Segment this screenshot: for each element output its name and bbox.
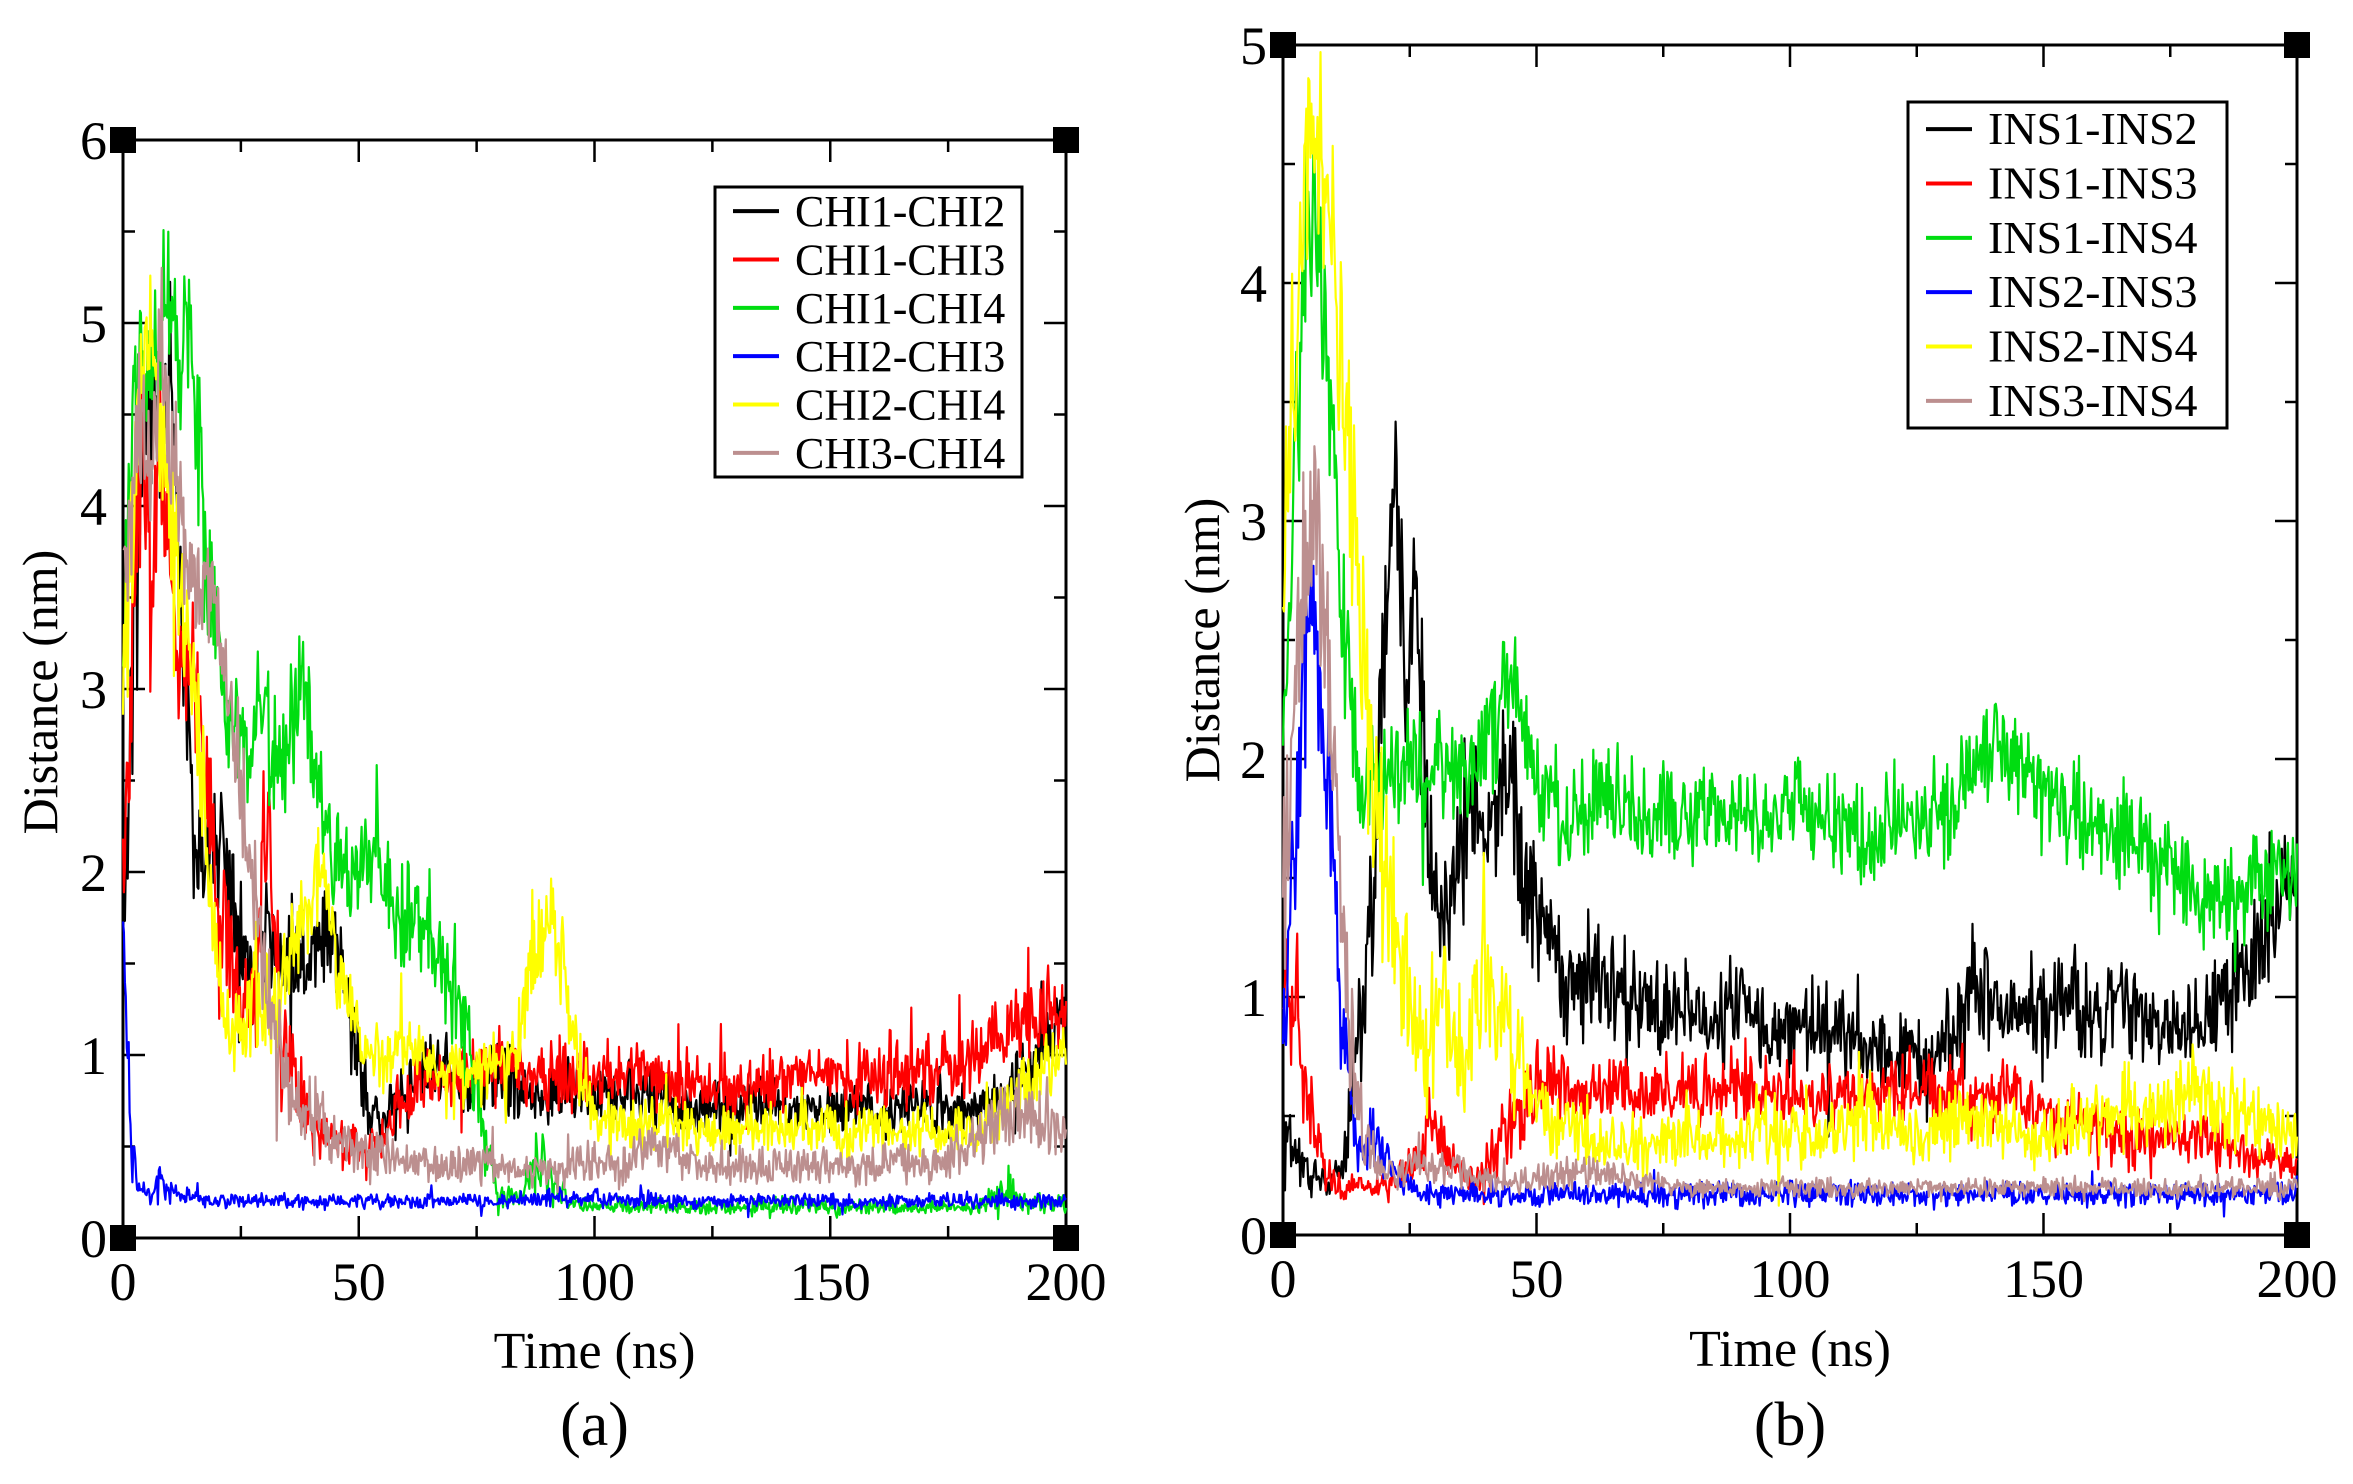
y-tick-label: 4 xyxy=(1240,254,1267,314)
y-tick-label: 4 xyxy=(80,477,107,537)
series-chi1-chi3 xyxy=(121,362,1068,1182)
panel-a-yaxis-label: Distance (nm) xyxy=(12,549,68,835)
panel-b-yaxis-label: Distance (nm) xyxy=(1174,497,1230,783)
panel-a-caption: (a) xyxy=(560,1391,629,1459)
x-tick-label: 150 xyxy=(790,1252,871,1312)
x-tick-label: 0 xyxy=(110,1252,137,1312)
x-tick-label: 200 xyxy=(2257,1249,2338,1309)
legend-label-chi1-chi4: CHI1-CHI4 xyxy=(795,284,1005,333)
panel-a-xaxis-label: Time (ns) xyxy=(493,1323,696,1380)
x-tick-label: 150 xyxy=(2003,1249,2084,1309)
legend-label-chi2-chi3: CHI2-CHI3 xyxy=(795,332,1005,381)
y-tick-label: 0 xyxy=(80,1209,107,1269)
x-tick-label: 50 xyxy=(1510,1249,1564,1309)
series-chi2-chi3 xyxy=(121,921,1067,1219)
corner-marker xyxy=(110,1225,136,1251)
y-tick-label: 2 xyxy=(1240,730,1267,790)
series-ins2-ins4 xyxy=(1281,51,2299,1207)
corner-marker xyxy=(1053,1225,1079,1251)
y-tick-label: 1 xyxy=(1240,968,1267,1028)
legend-label-ins1-ins2: INS1-INS2 xyxy=(1988,103,2198,154)
y-tick-label: 5 xyxy=(1240,16,1267,76)
panel-b-caption: (b) xyxy=(1753,1391,1827,1459)
x-tick-label: 100 xyxy=(1750,1249,1831,1309)
y-tick-label: 6 xyxy=(80,111,107,171)
x-tick-label: 100 xyxy=(554,1252,635,1312)
series-ins1-ins4 xyxy=(1281,141,2299,973)
corner-marker xyxy=(1270,1222,1296,1248)
legend-label-chi2-chi4: CHI2-CHI4 xyxy=(795,381,1005,430)
legend-label-ins1-ins3: INS1-INS3 xyxy=(1988,158,2198,209)
panel-b-xaxis-label: Time (ns) xyxy=(1689,1321,1891,1378)
legend-label-chi3-chi4: CHI3-CHI4 xyxy=(795,429,1005,478)
series-ins3-ins4 xyxy=(1281,445,2299,1203)
legend-label-chi1-chi3: CHI1-CHI3 xyxy=(795,236,1005,285)
legend-box-b xyxy=(1906,100,2229,430)
x-tick-label: 50 xyxy=(332,1252,386,1312)
series-ins1-ins2 xyxy=(1281,420,2299,1199)
x-tick-label: 200 xyxy=(1026,1252,1107,1312)
legend-label-ins3-ins4: INS3-INS4 xyxy=(1988,375,2198,426)
corner-marker xyxy=(1053,127,1079,153)
legend-box-a xyxy=(713,185,1024,479)
y-tick-label: 0 xyxy=(1240,1206,1267,1266)
series-chi3-chi4 xyxy=(122,266,1068,1194)
legend-label-ins2-ins4: INS2-INS4 xyxy=(1988,321,2198,372)
y-tick-label: 3 xyxy=(1240,492,1267,552)
x-tick-label: 0 xyxy=(1270,1249,1297,1309)
y-tick-label: 2 xyxy=(80,843,107,903)
y-tick-label: 5 xyxy=(80,294,107,354)
corner-marker xyxy=(2284,1222,2310,1248)
legend-label-chi1-chi2: CHI1-CHI2 xyxy=(795,187,1005,236)
corner-marker xyxy=(2284,32,2310,58)
corner-marker xyxy=(1270,32,1296,58)
y-tick-label: 1 xyxy=(80,1026,107,1086)
legend-label-ins2-ins3: INS2-INS3 xyxy=(1988,266,2198,317)
y-tick-label: 3 xyxy=(80,660,107,720)
legend-label-ins1-ins4: INS1-INS4 xyxy=(1988,212,2198,263)
corner-marker xyxy=(110,127,136,153)
series-chi1-chi4 xyxy=(121,229,1068,1221)
